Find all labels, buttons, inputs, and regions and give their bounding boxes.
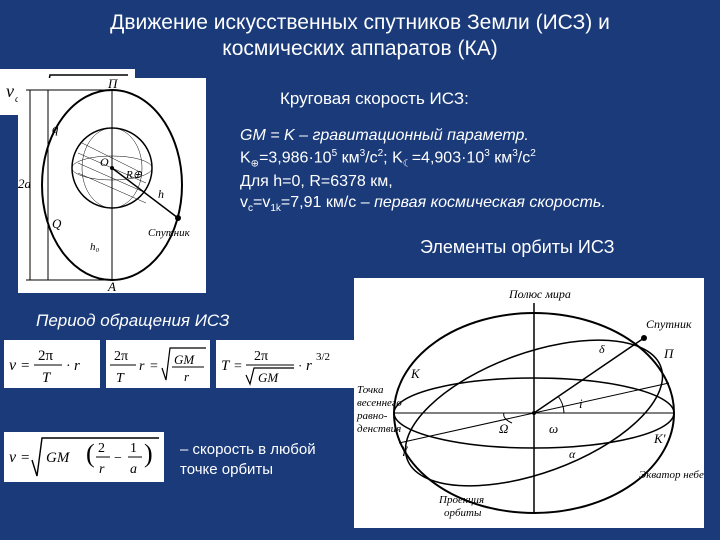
- formula-2pi-r-sqrt: 2π T r = GM r: [106, 340, 210, 388]
- orbital-elements-diagram: Полюс мира Спутник Экватор небесный Точк…: [354, 278, 704, 528]
- svg-text:=: =: [150, 359, 158, 374]
- period-label: Период обращения ИСЗ: [36, 310, 229, 332]
- svg-text:=: =: [21, 358, 29, 374]
- d2-proekcia: Проекция: [438, 494, 484, 506]
- label-sputnik: Спутник: [148, 227, 191, 239]
- svg-text:2π: 2π: [114, 349, 128, 364]
- label-q: q: [52, 121, 59, 136]
- svg-text:равно-: равно-: [356, 410, 388, 422]
- svg-text:2: 2: [98, 441, 105, 456]
- svg-text:T: T: [221, 358, 231, 374]
- svg-text:1: 1: [130, 441, 137, 456]
- d2-sputnik: Спутник: [646, 317, 692, 331]
- svg-text:r: r: [99, 462, 105, 477]
- svg-text:v: v: [6, 81, 14, 101]
- first-cosmic-speed-text: Для h=0, R=6378 км, vc=v1k=7,91 км/с – п…: [240, 172, 606, 215]
- label-pi: П: [107, 78, 119, 91]
- circular-speed-label: Круговая скорость ИСЗ:: [280, 88, 469, 110]
- svg-text:(: (: [86, 439, 95, 468]
- svg-text:весеннего: весеннего: [357, 397, 402, 409]
- svg-text:=: =: [21, 450, 29, 466]
- d2-omega: ω: [549, 421, 558, 436]
- formula-T-kepler: T = 2π GM · r 3/2: [216, 340, 356, 388]
- svg-text:r: r: [184, 369, 190, 384]
- d2-gamma: γ: [402, 442, 408, 457]
- svg-text:r: r: [74, 358, 80, 374]
- d2-delta: δ: [599, 342, 605, 356]
- d2-tochka-1: Точка: [357, 384, 384, 396]
- first-cosmic: первая космическая скорость.: [374, 194, 606, 211]
- velocity-any-point-text: – скорость в любой точке орбиты: [180, 440, 350, 479]
- label-h0: h₀: [90, 241, 100, 253]
- svg-text:3/2: 3/2: [316, 351, 330, 363]
- svg-text:a: a: [130, 462, 137, 477]
- label-2a: 2a: [18, 176, 32, 191]
- svg-text:·: ·: [298, 358, 302, 373]
- svg-text:2π: 2π: [254, 349, 268, 364]
- svg-text:GM: GM: [258, 370, 279, 385]
- svg-text:v: v: [9, 357, 17, 374]
- d2-K: K: [410, 366, 421, 381]
- label-h: h: [158, 187, 164, 201]
- svg-text:GM: GM: [46, 450, 71, 466]
- formula-v-2pi-t: v = 2π T · r: [4, 340, 100, 388]
- gm-parameter-text: GM = K – гравитационный параметр. K⊕=3,9…: [240, 126, 536, 170]
- svg-text:орбиты: орбиты: [444, 507, 482, 519]
- d2-ekvator: Экватор небесный: [639, 469, 704, 481]
- label-Q-big: Q: [52, 216, 62, 231]
- svg-text:r: r: [139, 359, 145, 374]
- svg-text:T: T: [42, 370, 52, 386]
- orbit-elements-label: Элементы орбиты ИСЗ: [420, 236, 615, 259]
- label-r: R⊕: [125, 169, 143, 181]
- svg-text:−: −: [114, 451, 122, 466]
- gm-k: GM = K: [240, 127, 295, 144]
- d2-i: i: [579, 396, 583, 411]
- svg-text:): ): [144, 439, 153, 468]
- svg-text:r: r: [306, 358, 312, 374]
- d2-pole: Полюс мира: [508, 287, 571, 301]
- title-line-1: Движение искусственных спутников Земли (…: [110, 11, 610, 34]
- d2-alpha: α: [569, 447, 576, 461]
- label-o: O: [100, 155, 109, 169]
- svg-text:2π: 2π: [38, 348, 54, 364]
- svg-text:v: v: [9, 449, 17, 466]
- orbit-ellipse-diagram: П А q 2a Q O R⊕ h Спутник h₀: [18, 78, 206, 293]
- d2-Pi: П: [663, 346, 675, 361]
- label-a: А: [107, 279, 116, 293]
- formula-velocity-any-point: v = GM ( 2 r − 1 a ): [4, 432, 164, 482]
- period-formula-row: v = 2π T · r 2π T r = GM r T = 2π GM: [4, 340, 356, 388]
- svg-text:денствия: денствия: [357, 423, 401, 435]
- slide-title: Движение искусственных спутников Земли (…: [0, 0, 720, 69]
- svg-text:=: =: [234, 359, 242, 374]
- svg-text:·: ·: [66, 359, 71, 374]
- d2-K1: K': [653, 431, 666, 446]
- svg-text:T: T: [116, 371, 125, 386]
- h0-line1: Для h=0, R=6378 км,: [240, 173, 393, 190]
- svg-text:GM: GM: [174, 352, 195, 367]
- d2-Omega: Ω: [499, 421, 508, 436]
- title-line-2: космических аппаратов (КА): [222, 37, 497, 60]
- gm-desc: – гравитационный параметр.: [295, 127, 529, 144]
